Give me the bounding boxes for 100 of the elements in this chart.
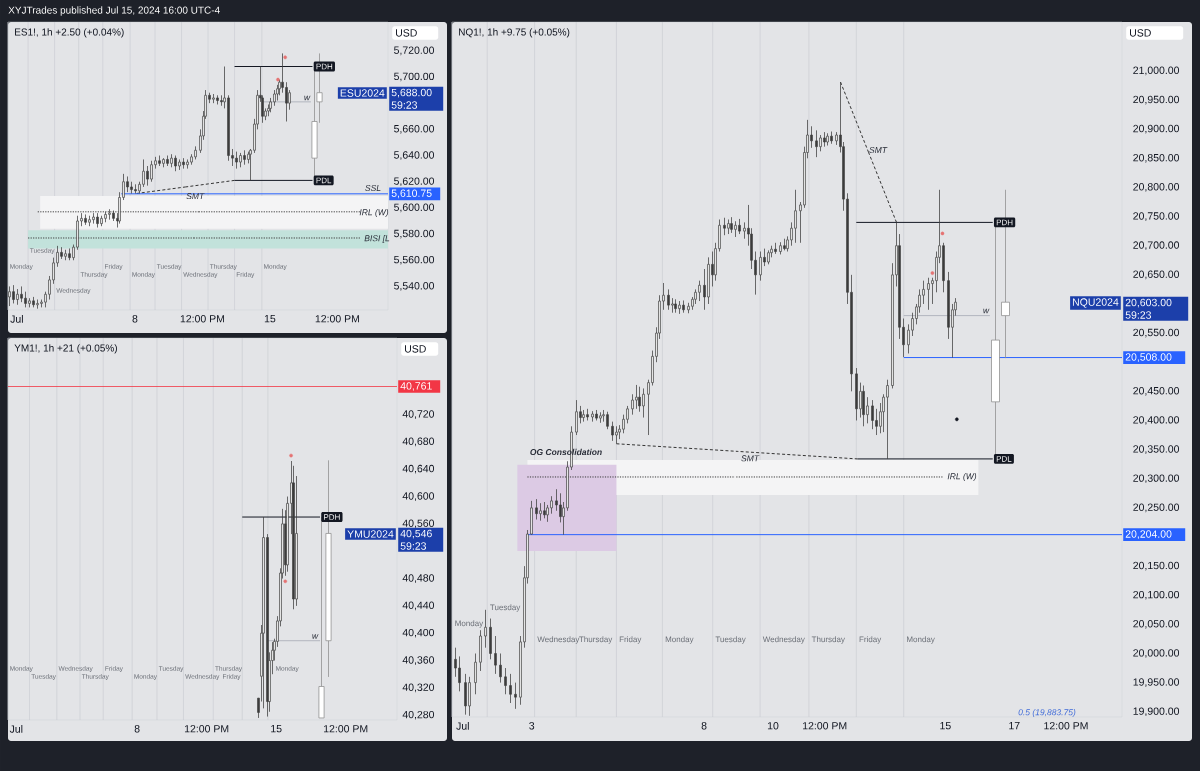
y-tick-label: 5,540.00 xyxy=(394,282,435,291)
text: ES1!, 1h +2.50 (+0.04%) xyxy=(15,28,124,38)
y-tick-label: 5,640.00 xyxy=(394,151,435,160)
y-tick-label: 19,950.00 xyxy=(1133,678,1180,687)
annotation: 0.5 (19,883.75) xyxy=(1018,709,1076,717)
y-tick-label: 20,300.00 xyxy=(1133,474,1180,484)
y-tick-label: 20,700.00 xyxy=(1133,241,1180,251)
ref-line-label: Monday xyxy=(665,636,694,644)
y-tick-label: 20,000.00 xyxy=(1133,649,1180,658)
x-tick-label: 17 xyxy=(1009,722,1020,730)
ref-line-label: Tuesday xyxy=(715,636,746,644)
annotation: NQU2024 xyxy=(1072,298,1119,308)
x-tick-label: Jul xyxy=(10,315,23,323)
x-tick-label: 8 xyxy=(134,725,140,733)
text: NQ1!, 1h +9.75 (+0.05%) xyxy=(459,28,570,38)
x-tick-label: 3 xyxy=(529,722,535,730)
y-axis-title: USD xyxy=(1130,29,1151,37)
annotation: SMT xyxy=(186,193,205,200)
annotation: IRL (W) xyxy=(947,473,977,481)
series-label: PDH xyxy=(324,514,340,520)
annotation: BISI [L xyxy=(364,235,390,243)
y-tick-label: 20,850.00 xyxy=(1133,153,1180,163)
y-tick-label: 20,550.00 xyxy=(1133,328,1180,338)
y-tick-label: 5,720.00 xyxy=(394,46,435,56)
y-tick-label: 20,450.00 xyxy=(1133,387,1180,396)
x-tick-label: Jul xyxy=(9,725,23,733)
x-tick-label: 12:00 PM xyxy=(184,725,229,733)
x-tick-label: 12:00 PM xyxy=(803,722,847,730)
x-tick-label: 10 xyxy=(767,722,779,730)
annotation: w xyxy=(983,308,990,314)
y-tick-label: 40,360 xyxy=(402,656,435,665)
ref-line-label: Monday xyxy=(455,620,484,628)
x-tick-label: 8 xyxy=(132,315,138,323)
y-tick-label: 20,350.00 xyxy=(1133,445,1180,454)
text: XYJTrades published Jul 15, 2024 16:00 UTC-4 xyxy=(8,6,220,16)
x-tick-label: 12:00 PM xyxy=(1044,722,1088,730)
ref-line-label: Thursday xyxy=(579,636,613,644)
y-tick-label: 40,480 xyxy=(402,574,435,583)
y-tick-label: 20,400.00 xyxy=(1133,416,1180,425)
x-tick-label: 12:00 PM xyxy=(324,725,368,733)
annotation: IRL (W) xyxy=(359,209,389,217)
annotation: SMT xyxy=(741,455,760,462)
annotation: w xyxy=(304,95,311,101)
y-tick-label: 20,900.00 xyxy=(1133,124,1180,134)
ref-line-label: Monday xyxy=(907,636,935,644)
y-tick-label: 5,660.00 xyxy=(394,125,435,134)
y-tick-label: 5,600.00 xyxy=(394,203,435,213)
y-tick-label: 40,320 xyxy=(402,683,435,693)
y-tick-label: 21,000.00 xyxy=(1133,66,1180,76)
x-tick-label: Jul xyxy=(456,722,469,730)
y-tick-label: 5,700.00 xyxy=(394,72,435,82)
y-tick-label: 20,800.00 xyxy=(1133,183,1180,192)
x-tick-label: 8 xyxy=(701,722,707,730)
ref-line-label: Wednesday xyxy=(537,636,580,644)
text: 59:23 xyxy=(391,101,418,109)
x-tick-label: 15 xyxy=(271,725,282,733)
y-tick-label: 20,100.00 xyxy=(1133,590,1180,600)
text: 40,546 xyxy=(400,529,432,539)
y-axis-title: USD xyxy=(405,345,426,353)
y-tick-label: 5,580.00 xyxy=(394,229,435,239)
ref-line-label: Wednesday xyxy=(762,636,805,644)
text: 20,603.00 xyxy=(1125,298,1172,308)
x-tick-label: 12:00 PM xyxy=(180,315,225,323)
annotation: SMT xyxy=(869,147,888,153)
text: 59:23 xyxy=(1125,311,1152,319)
text: 5,688.00 xyxy=(391,88,432,98)
y-tick-label: 20,250.00 xyxy=(1133,503,1180,513)
y-tick-label: 5,560.00 xyxy=(394,255,435,265)
y-tick-label: 40,640 xyxy=(402,464,435,474)
y-tick-label: 20,150.00 xyxy=(1133,561,1180,571)
annotation: ESU2024 xyxy=(340,89,385,97)
ref-line-label: Friday xyxy=(859,636,882,644)
annotation: SSL xyxy=(365,185,381,191)
y-tick-label: 20,750.00 xyxy=(1133,212,1180,221)
series-label: 20,204.00 xyxy=(1125,530,1172,539)
ref-line-label: 40,761 xyxy=(400,382,432,391)
series-label: PDH xyxy=(996,219,1013,226)
y-tick-label: 20,650.00 xyxy=(1133,270,1180,280)
x-tick-label: 12:00 PM xyxy=(315,315,359,323)
y-tick-label: 40,400 xyxy=(402,628,435,638)
text: YM1!, 1h +21 (+0.05%) xyxy=(14,344,117,354)
y-tick-label: 40,280 xyxy=(402,710,435,720)
y-tick-label: 20,050.00 xyxy=(1133,620,1180,629)
y-tick-label: 40,680 xyxy=(402,437,435,447)
y-axis-title: USD xyxy=(396,29,417,37)
annotation: YMU2024 xyxy=(347,530,394,538)
y-tick-label: 19,900.00 xyxy=(1133,707,1180,717)
ref-line-label: Friday xyxy=(619,636,642,644)
series-label: 5,610.75 xyxy=(391,189,432,199)
y-tick-label: 20,950.00 xyxy=(1133,95,1180,105)
y-tick-label: 40,600 xyxy=(402,492,435,501)
series-label: PDH xyxy=(316,63,333,70)
x-tick-label: 15 xyxy=(940,722,951,730)
y-tick-label: 40,720 xyxy=(402,410,435,419)
y-tick-label: 40,440 xyxy=(402,601,435,611)
y-tick-label: 5,620.00 xyxy=(394,177,435,187)
series-label: 20,508.00 xyxy=(1125,353,1172,362)
ref-line-label: Tuesday xyxy=(490,604,521,612)
series-label: PDL xyxy=(996,456,1012,462)
x-tick-label: 15 xyxy=(264,315,276,323)
